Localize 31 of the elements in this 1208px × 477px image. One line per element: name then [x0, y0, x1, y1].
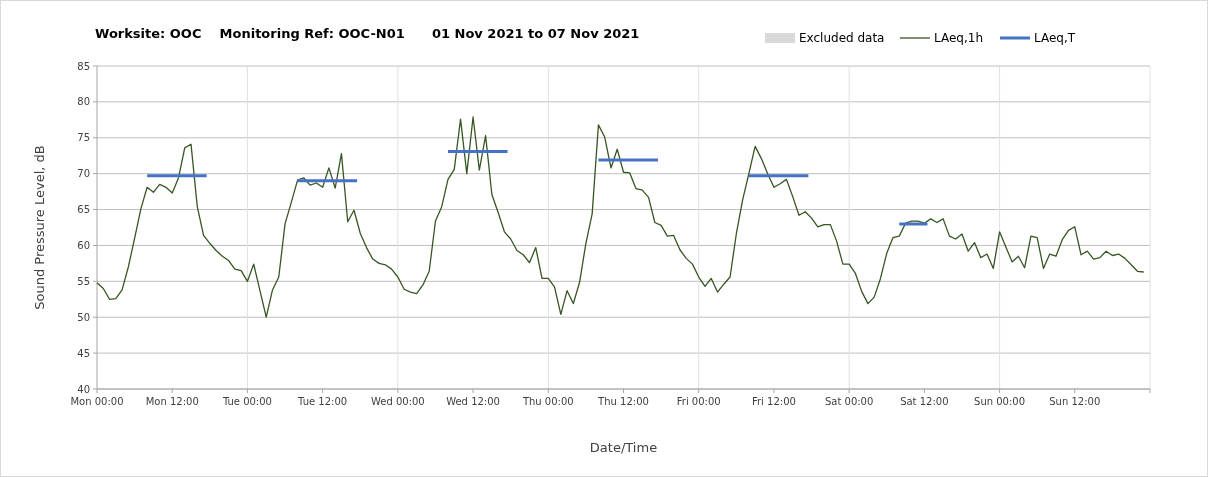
legend-label: Excluded data [799, 31, 885, 46]
line-series [96, 116, 1145, 318]
y-tick-label: 45 [77, 347, 90, 359]
x-tick-label: Mon 00:00 [70, 396, 124, 407]
x-tick-label: Wed 12:00 [446, 396, 500, 407]
x-tick-label: Sat 12:00 [900, 396, 949, 407]
y-tick-label: 85 [77, 60, 90, 72]
x-tick-label: Sun 00:00 [974, 396, 1026, 407]
y-tick-label: 50 [77, 311, 90, 323]
x-tick-label: Mon 12:00 [145, 396, 199, 407]
y-tick-label: 65 [77, 204, 90, 216]
x-tick-label: Tue 00:00 [221, 396, 272, 407]
y-axis-title: Sound Pressure Level, dB [32, 145, 47, 310]
y-tick-label: 40 [77, 383, 90, 395]
x-axis-title: Date/Time [589, 440, 658, 455]
x-tick-label: Fri 00:00 [676, 396, 721, 407]
x-tick-label: Wed 00:00 [370, 396, 425, 407]
y-tick-label: 75 [77, 132, 90, 144]
x-tick-label: Thu 12:00 [597, 396, 649, 407]
x-tick-label: Sun 12:00 [1049, 396, 1101, 407]
x-tick-label: Sat 00:00 [824, 396, 874, 407]
legend-label: LAeq,T [1034, 31, 1076, 46]
x-tick-label: Tue 12:00 [297, 396, 348, 407]
y-tick-label: 60 [77, 239, 90, 251]
y-tick-label: 80 [77, 96, 90, 108]
x-tick-label: Fri 12:00 [751, 396, 796, 407]
y-tick-label: 70 [77, 168, 90, 180]
legend-label: LAeq,1h [934, 31, 984, 46]
y-tick-label: 55 [77, 275, 90, 287]
x-tick-label: Thu 00:00 [521, 396, 574, 407]
chart-title: Worksite: OOC Monitoring Ref: OOC-N01 01 Nov 2021 to 07 Nov 2021 [95, 26, 640, 41]
